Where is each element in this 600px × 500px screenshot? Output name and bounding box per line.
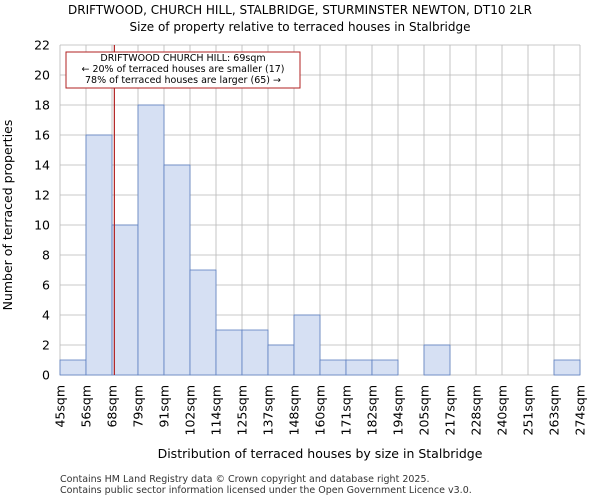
bar bbox=[423, 344, 451, 376]
annotation-line-1: DRIFTWOOD CHURCH HILL: 69sqm bbox=[100, 53, 265, 64]
x-tick-label: 45sqm bbox=[53, 385, 68, 428]
x-tick-label: 217sqm bbox=[443, 385, 458, 435]
x-tick-label: 68sqm bbox=[105, 385, 120, 428]
footer-line-1: Contains HM Land Registry data © Crown c… bbox=[60, 474, 430, 485]
annotation-box bbox=[65, 51, 301, 89]
x-tick-label: 91sqm bbox=[157, 385, 172, 428]
bar bbox=[137, 104, 165, 376]
footer-line-2: Contains public sector information licen… bbox=[60, 485, 472, 496]
bar bbox=[85, 134, 113, 376]
bar bbox=[371, 359, 399, 376]
x-tick-label: 274sqm bbox=[573, 385, 588, 435]
bar bbox=[189, 269, 217, 376]
marker-annotation: DRIFTWOOD CHURCH HILL: 69sqm ← 20% of te… bbox=[65, 51, 301, 89]
y-axis-label: Number of terraced properties bbox=[0, 120, 15, 311]
x-tick-label: 56sqm bbox=[79, 385, 94, 428]
bar bbox=[553, 359, 581, 376]
x-tick-label: 79sqm bbox=[131, 385, 146, 428]
bar bbox=[111, 224, 139, 376]
y-tick-label: 8 bbox=[42, 248, 50, 263]
x-tick-label: 182sqm bbox=[365, 385, 380, 435]
x-tick-label: 148sqm bbox=[287, 385, 302, 435]
x-tick-label: 171sqm bbox=[339, 385, 354, 435]
bar bbox=[319, 359, 347, 376]
x-tick-label: 194sqm bbox=[391, 385, 406, 435]
bar bbox=[163, 164, 191, 376]
x-tick-label: 160sqm bbox=[313, 385, 328, 435]
y-tick-label: 18 bbox=[34, 98, 50, 113]
bar bbox=[215, 329, 243, 376]
chart-subtitle: Size of property relative to terraced ho… bbox=[130, 20, 471, 34]
bar bbox=[267, 344, 295, 376]
y-tick-label: 6 bbox=[42, 278, 50, 293]
bar bbox=[59, 359, 87, 376]
x-tick-label: 114sqm bbox=[209, 385, 224, 435]
x-tick-label: 240sqm bbox=[495, 385, 510, 435]
bars bbox=[59, 104, 581, 376]
y-tick-label: 12 bbox=[34, 188, 50, 203]
x-tick-label: 228sqm bbox=[469, 385, 484, 435]
bar bbox=[345, 359, 373, 376]
x-tick-labels: 45sqm 56sqm 68sqm 79sqm 91sqm 102sqm 114sqm 125… bbox=[53, 385, 588, 435]
x-tick-label: 137sqm bbox=[261, 385, 276, 435]
annotation-line-3: 78% of terraced houses are larger (65) → bbox=[85, 75, 281, 86]
y-tick-label: 14 bbox=[34, 158, 50, 173]
annotation-line-2: ← 20% of terraced houses are smaller (17… bbox=[81, 64, 284, 75]
y-tick-label: 16 bbox=[34, 128, 50, 143]
y-tick-label: 2 bbox=[42, 338, 50, 353]
x-tick-label: 125sqm bbox=[235, 385, 250, 435]
y-tick-label: 0 bbox=[42, 368, 50, 383]
x-tick-label: 263sqm bbox=[547, 385, 562, 435]
x-tick-label: 205sqm bbox=[417, 385, 432, 435]
y-tick-label: 4 bbox=[42, 308, 50, 323]
y-tick-label: 20 bbox=[34, 68, 50, 83]
x-tick-label: 102sqm bbox=[183, 385, 198, 435]
x-axis-label: Distribution of terraced houses by size … bbox=[158, 446, 483, 461]
chart-title: DRIFTWOOD, CHURCH HILL, STALBRIDGE, STUR… bbox=[68, 3, 532, 17]
y-tick-labels: 0 2 4 6 8 10 12 14 16 18 20 22 bbox=[34, 38, 50, 383]
x-tick-label: 251sqm bbox=[521, 385, 536, 435]
bar bbox=[241, 329, 269, 376]
bar bbox=[293, 314, 321, 376]
y-tick-label: 10 bbox=[34, 218, 50, 233]
y-tick-label: 22 bbox=[34, 38, 50, 53]
